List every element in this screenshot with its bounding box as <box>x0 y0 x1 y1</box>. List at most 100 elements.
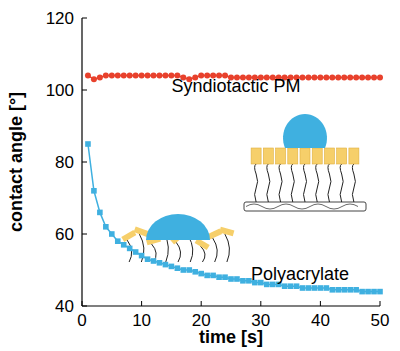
data-point <box>222 274 228 280</box>
data-point <box>97 210 103 216</box>
data-point <box>341 287 347 293</box>
y-tick <box>82 234 87 235</box>
data-point <box>109 73 115 79</box>
data-point <box>139 253 145 259</box>
data-point <box>85 141 91 147</box>
data-point <box>294 283 300 289</box>
y-tick <box>82 162 87 163</box>
y-tick-label: 120 <box>46 9 74 28</box>
data-point <box>377 289 383 295</box>
data-point <box>85 73 91 79</box>
data-point <box>198 271 204 277</box>
data-point <box>175 265 181 271</box>
data-point <box>103 224 109 230</box>
data-point <box>115 73 121 79</box>
data-point <box>335 74 341 80</box>
y-tick <box>82 90 87 91</box>
data-point <box>169 264 175 270</box>
chart: 40608010012001020304050time [s]contact a… <box>0 0 400 351</box>
data-point <box>288 283 294 289</box>
y-tick <box>82 18 87 19</box>
x-tick-label: 50 <box>371 311 390 330</box>
y-tick-label: 80 <box>55 153 74 172</box>
data-point <box>311 74 317 80</box>
x-axis-line <box>82 305 380 306</box>
x-tick <box>141 301 142 306</box>
data-point <box>305 74 311 80</box>
data-point <box>103 73 109 79</box>
data-point <box>324 285 330 291</box>
data-point <box>127 246 133 252</box>
data-point <box>210 273 216 279</box>
x-tick-label: 40 <box>311 311 330 330</box>
series-label: Syndiotactic PM <box>171 76 300 96</box>
data-point <box>145 256 151 262</box>
data-point <box>353 74 359 80</box>
data-point <box>377 74 383 80</box>
data-point <box>121 73 127 79</box>
y-tick <box>82 306 87 307</box>
data-point <box>186 267 192 273</box>
illustration <box>121 114 366 262</box>
data-point <box>157 260 163 266</box>
data-point <box>341 74 347 80</box>
y-axis-label: contact angle [°] <box>6 92 26 232</box>
data-point <box>282 283 288 289</box>
data-point <box>181 267 187 273</box>
data-point <box>156 73 162 79</box>
y-tick-label: 100 <box>46 81 74 100</box>
data-point <box>145 73 151 79</box>
y-tick-label: 60 <box>55 225 74 244</box>
x-tick-label: 10 <box>132 311 151 330</box>
data-point <box>353 287 359 293</box>
data-point <box>162 73 168 79</box>
data-point <box>365 289 371 295</box>
data-point <box>306 285 312 291</box>
data-point <box>216 274 222 280</box>
data-point <box>359 74 365 80</box>
x-axis-label: time [s] <box>199 327 263 347</box>
x-tick <box>320 301 321 306</box>
data-point <box>109 231 115 237</box>
data-point <box>312 285 318 291</box>
data-point <box>228 276 234 282</box>
data-point <box>121 242 127 248</box>
data-point <box>347 287 353 293</box>
data-point <box>91 188 97 194</box>
x-tick <box>82 301 83 306</box>
data-point <box>151 258 157 264</box>
x-tick <box>260 301 261 306</box>
data-point <box>192 269 198 275</box>
data-point <box>139 73 145 79</box>
data-point <box>365 74 371 80</box>
data-point <box>234 276 240 282</box>
data-point <box>359 289 365 295</box>
data-point <box>300 285 306 291</box>
data-point <box>204 273 210 279</box>
data-point <box>127 73 133 79</box>
series-label: Polyacrylate <box>251 264 349 284</box>
data-point <box>97 74 103 80</box>
data-point <box>317 74 323 80</box>
data-point <box>151 73 157 79</box>
x-tick <box>380 301 381 306</box>
data-point <box>91 76 97 82</box>
data-point <box>329 74 335 80</box>
data-point <box>240 278 246 284</box>
series-line <box>88 144 380 292</box>
data-point <box>335 287 341 293</box>
data-point <box>371 74 377 80</box>
axes: 40608010012001020304050 <box>46 9 390 330</box>
data-point <box>323 74 329 80</box>
data-point <box>115 238 121 244</box>
data-point <box>371 289 377 295</box>
plot-area <box>85 73 383 295</box>
data-point <box>347 74 353 80</box>
x-tick-label: 0 <box>77 311 86 330</box>
y-tick-label: 40 <box>55 297 74 316</box>
data-point <box>133 73 139 79</box>
x-tick <box>201 301 202 306</box>
data-point <box>163 262 169 268</box>
data-point <box>318 285 324 291</box>
data-point <box>133 249 139 255</box>
